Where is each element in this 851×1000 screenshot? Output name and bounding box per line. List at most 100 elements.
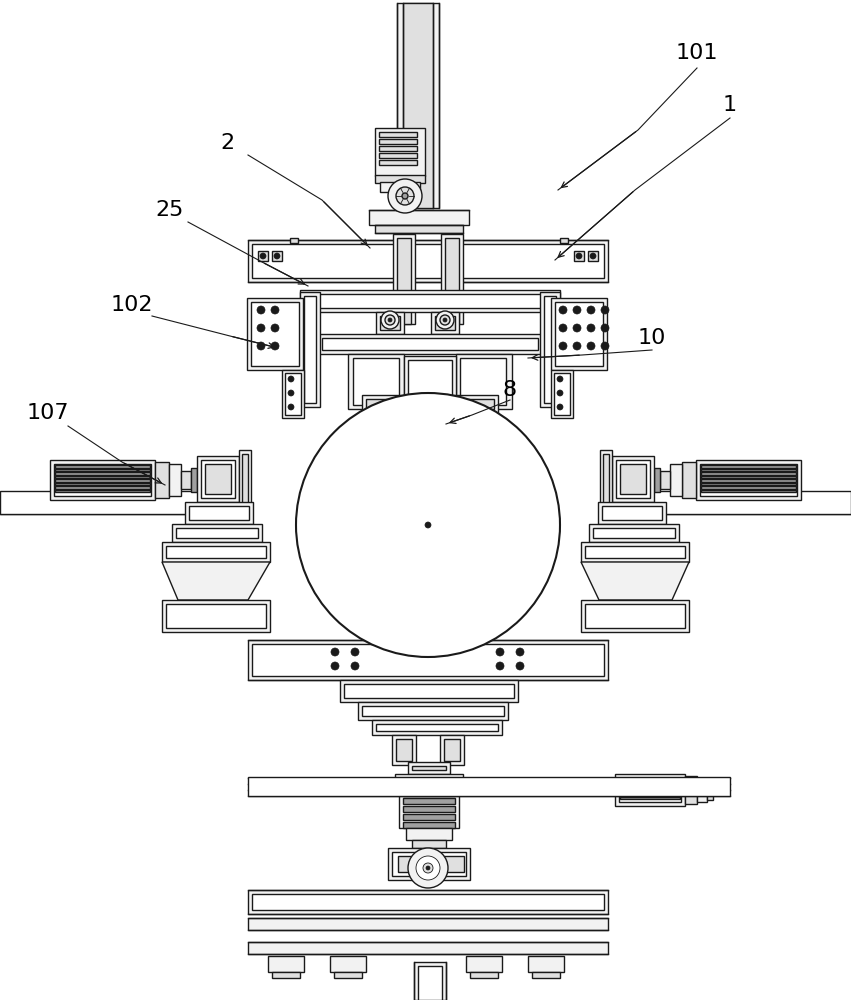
Circle shape	[274, 253, 280, 259]
Bar	[330, 956, 366, 972]
Bar	[197, 456, 239, 502]
Bar	[55, 483, 150, 485]
Bar	[248, 240, 608, 282]
Bar	[403, 806, 455, 812]
Bar	[540, 292, 560, 407]
Bar	[685, 776, 697, 804]
Circle shape	[587, 342, 595, 350]
Bar	[242, 454, 248, 506]
Circle shape	[296, 393, 560, 657]
Circle shape	[351, 648, 359, 656]
Bar	[239, 450, 251, 510]
Bar	[395, 774, 463, 786]
Bar	[155, 462, 169, 498]
Bar	[358, 702, 508, 720]
Bar	[55, 476, 150, 478]
Bar	[376, 312, 404, 334]
Bar	[701, 479, 796, 482]
Bar	[172, 524, 262, 542]
Bar	[598, 502, 666, 524]
Circle shape	[388, 179, 422, 213]
Bar	[248, 890, 608, 914]
Bar	[438, 856, 464, 872]
Bar	[248, 777, 730, 796]
Circle shape	[288, 376, 294, 382]
Polygon shape	[162, 562, 270, 600]
Bar	[555, 302, 603, 366]
Bar	[620, 779, 680, 782]
Bar	[375, 175, 425, 183]
Bar	[444, 739, 460, 761]
Bar	[701, 465, 796, 468]
Bar	[205, 464, 231, 494]
Bar	[588, 251, 598, 261]
Bar	[589, 524, 679, 542]
Bar	[398, 856, 436, 872]
Circle shape	[559, 342, 567, 350]
Bar	[701, 476, 796, 478]
Bar	[397, 3, 439, 208]
Bar	[272, 251, 282, 261]
Bar	[252, 244, 604, 278]
Circle shape	[440, 315, 450, 325]
Bar	[574, 251, 584, 261]
Circle shape	[388, 318, 392, 322]
Bar	[55, 486, 150, 488]
Circle shape	[587, 306, 595, 314]
Bar	[388, 848, 470, 880]
Bar	[670, 464, 682, 496]
Bar	[375, 225, 463, 233]
Bar	[393, 234, 415, 324]
Bar	[55, 465, 150, 468]
Circle shape	[573, 306, 581, 314]
Bar	[392, 735, 416, 765]
Circle shape	[351, 662, 359, 670]
Bar	[380, 316, 400, 330]
Bar	[169, 464, 181, 496]
Bar	[440, 735, 464, 765]
Circle shape	[601, 306, 609, 314]
Bar	[581, 542, 689, 562]
Bar	[380, 182, 420, 192]
Circle shape	[396, 187, 414, 205]
Bar	[412, 766, 446, 770]
Text: 2: 2	[220, 133, 234, 153]
Bar	[619, 778, 681, 802]
Circle shape	[257, 306, 265, 314]
Circle shape	[601, 342, 609, 350]
Bar	[304, 294, 556, 308]
Circle shape	[271, 306, 279, 314]
Bar	[585, 604, 685, 628]
Circle shape	[601, 324, 609, 332]
Bar	[585, 546, 685, 558]
Bar	[252, 644, 604, 676]
Bar	[318, 334, 542, 354]
Bar	[602, 506, 662, 520]
Bar	[353, 358, 399, 405]
Bar	[290, 238, 298, 243]
Bar	[620, 782, 680, 785]
Bar	[620, 464, 646, 494]
Bar	[612, 456, 654, 502]
Bar	[581, 600, 689, 632]
Bar	[379, 146, 417, 151]
Bar	[560, 238, 568, 243]
Bar	[620, 793, 680, 796]
Bar	[408, 762, 450, 774]
Bar	[397, 238, 411, 324]
Bar	[396, 739, 412, 761]
Circle shape	[496, 662, 504, 670]
Bar	[55, 479, 150, 482]
Bar	[616, 460, 650, 498]
Bar	[285, 373, 301, 415]
Text: 102: 102	[111, 295, 153, 315]
Bar	[701, 489, 796, 492]
Bar	[379, 132, 417, 137]
Bar	[701, 483, 796, 485]
Bar	[162, 542, 270, 562]
Circle shape	[516, 662, 524, 670]
Bar	[654, 468, 660, 492]
Bar	[403, 822, 455, 828]
Circle shape	[402, 193, 408, 199]
Bar	[322, 338, 538, 350]
